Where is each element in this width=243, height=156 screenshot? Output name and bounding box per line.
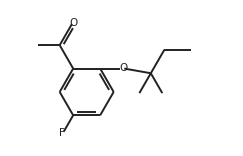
Text: O: O	[119, 63, 128, 73]
Text: F: F	[59, 128, 65, 138]
Text: O: O	[69, 18, 77, 28]
